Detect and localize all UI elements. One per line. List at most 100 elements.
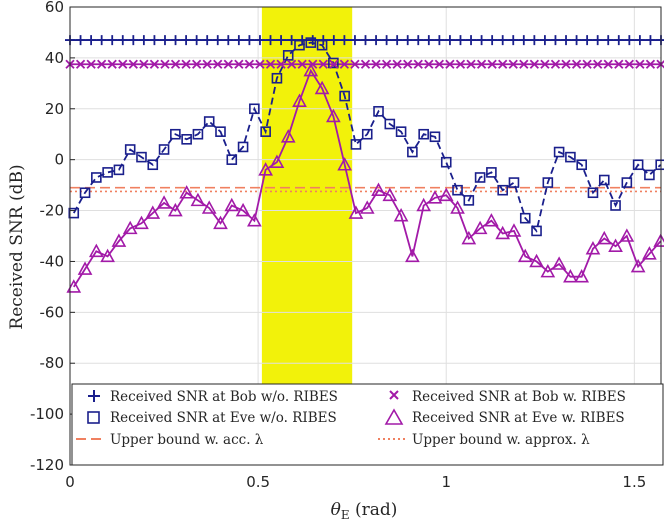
bob-ribes-point [487,59,497,69]
bob-no-ribes-point [254,35,265,46]
bob-ribes-point [424,59,434,69]
bob-no-ribes-point [487,35,498,46]
bob-ribes-point [466,59,476,69]
triangle-marker-icon [384,408,404,425]
eve-no-ribes-point [215,126,226,137]
legend: Received SNR at Bob w/o. RIBES Received … [71,383,664,466]
x-tick-label: 1 [441,473,451,491]
eve-no-ribes-point [440,156,452,168]
y-tick-label: -100 [30,405,64,423]
bob-ribes-point [181,59,191,69]
eve-no-ribes-point [113,164,125,176]
eve-no-ribes-point [91,172,102,183]
legend-entry-eve-no-ribes: Received SNR at Eve w/o. RIBES [87,410,337,426]
x-axis-label-unit: (rad) [350,500,398,520]
bob-ribes-point [593,59,603,69]
bob-no-ribes-point [86,35,97,46]
bob-no-ribes-point [349,35,360,46]
eve-ribes-point [574,269,590,283]
eve-ribes-point [66,279,82,293]
bob-ribes-point [286,59,297,69]
bob-ribes-point [561,59,571,69]
bob-no-ribes-point [582,35,593,46]
eve-ribes-point [585,241,601,255]
bob-ribes-point [139,59,149,69]
eve-ribes-point [235,202,251,217]
eve-no-ribes-point [203,116,215,127]
eve-no-ribes-point [147,159,159,171]
bob-no-ribes-point [592,35,603,46]
bob-no-ribes-point [75,35,86,46]
bob-no-ribes-point [286,35,297,46]
bob-ribes-point [434,59,445,69]
eve-ribes-point [596,230,612,245]
bob-no-ribes-point [265,35,276,46]
eve-ribes-point [359,200,375,214]
eve-ribes-point [122,220,138,235]
bob-no-ribes-point [339,35,350,46]
eve-no-ribes-point [452,184,463,196]
eve-no-ribes-point [395,126,407,137]
bob-ribes-point [318,59,328,69]
bob-ribes-point [476,59,487,69]
eve-ribes-point [405,248,420,263]
bob-ribes-point [381,59,392,69]
eve-no-ribes-point [632,159,644,171]
y-tick-label: -60 [40,303,65,321]
eve-ribes-point [337,157,353,171]
eve-no-ribes-point [136,151,147,163]
bob-ribes-point [107,59,117,69]
eve-ribes-point [495,225,511,240]
eve-ribes-point [134,215,149,230]
bob-no-ribes-point [191,35,202,46]
bob-no-ribes-point [212,35,223,46]
bob-ribes-point [403,59,413,69]
eve-no-ribes-point [553,146,565,158]
y-axis-label: Received SNR (dB) [7,164,27,329]
bob-ribes-point [149,59,160,69]
legend-label-bound-approx: Upper bound w. approx. λ [412,432,590,448]
eve-ribes-point [450,200,465,214]
eve-no-ribes-point [158,144,170,155]
bob-no-ribes-point [223,35,234,46]
bob-ribes-point [97,59,107,69]
bob-no-ribes-point [613,35,624,46]
eve-no-ribes-point [102,167,113,178]
legend-label-bound-acc: Upper bound w. acc. λ [110,432,264,448]
bob-ribes-point [297,59,307,69]
bob-ribes-point [223,59,233,69]
eve-no-ribes-point [249,103,260,115]
bob-ribes-point [276,59,286,69]
bob-ribes-point [413,59,423,69]
bob-no-ribes-point [529,35,540,46]
y-tick-label: 40 [45,49,64,67]
eve-ribes-point [201,200,217,214]
bob-no-ribes-point [318,35,329,46]
legend-box [71,383,664,466]
eve-no-ribes-point [181,134,192,145]
eve-no-ribes-point [237,141,249,153]
bob-ribes-point [445,59,455,69]
eve-no-ribes-point [350,139,362,150]
eve-no-ribes-point [192,128,204,140]
bob-ribes-point [582,59,592,69]
bob-ribes-point [350,59,360,69]
bob-ribes-point [75,59,86,69]
bob-no-ribes-point [381,35,392,46]
bob-ribes-point [498,59,508,69]
bob-ribes-point [455,59,466,69]
bob-no-ribes-point [634,35,645,46]
bob-no-ribes-point [603,35,614,46]
bob-ribes-point [329,59,339,69]
bob-ribes-point [392,59,402,69]
eve-no-ribes-point [531,225,542,237]
eve-no-ribes-point [576,159,587,171]
eve-no-ribes-point [68,207,80,219]
bob-ribes-point [128,59,138,69]
bob-ribes-point [118,59,128,69]
bob-ribes-point [244,59,255,69]
eve-no-ribes-point [565,151,576,163]
eve-ribes-point [224,197,240,212]
eve-no-ribes-point [170,128,181,140]
